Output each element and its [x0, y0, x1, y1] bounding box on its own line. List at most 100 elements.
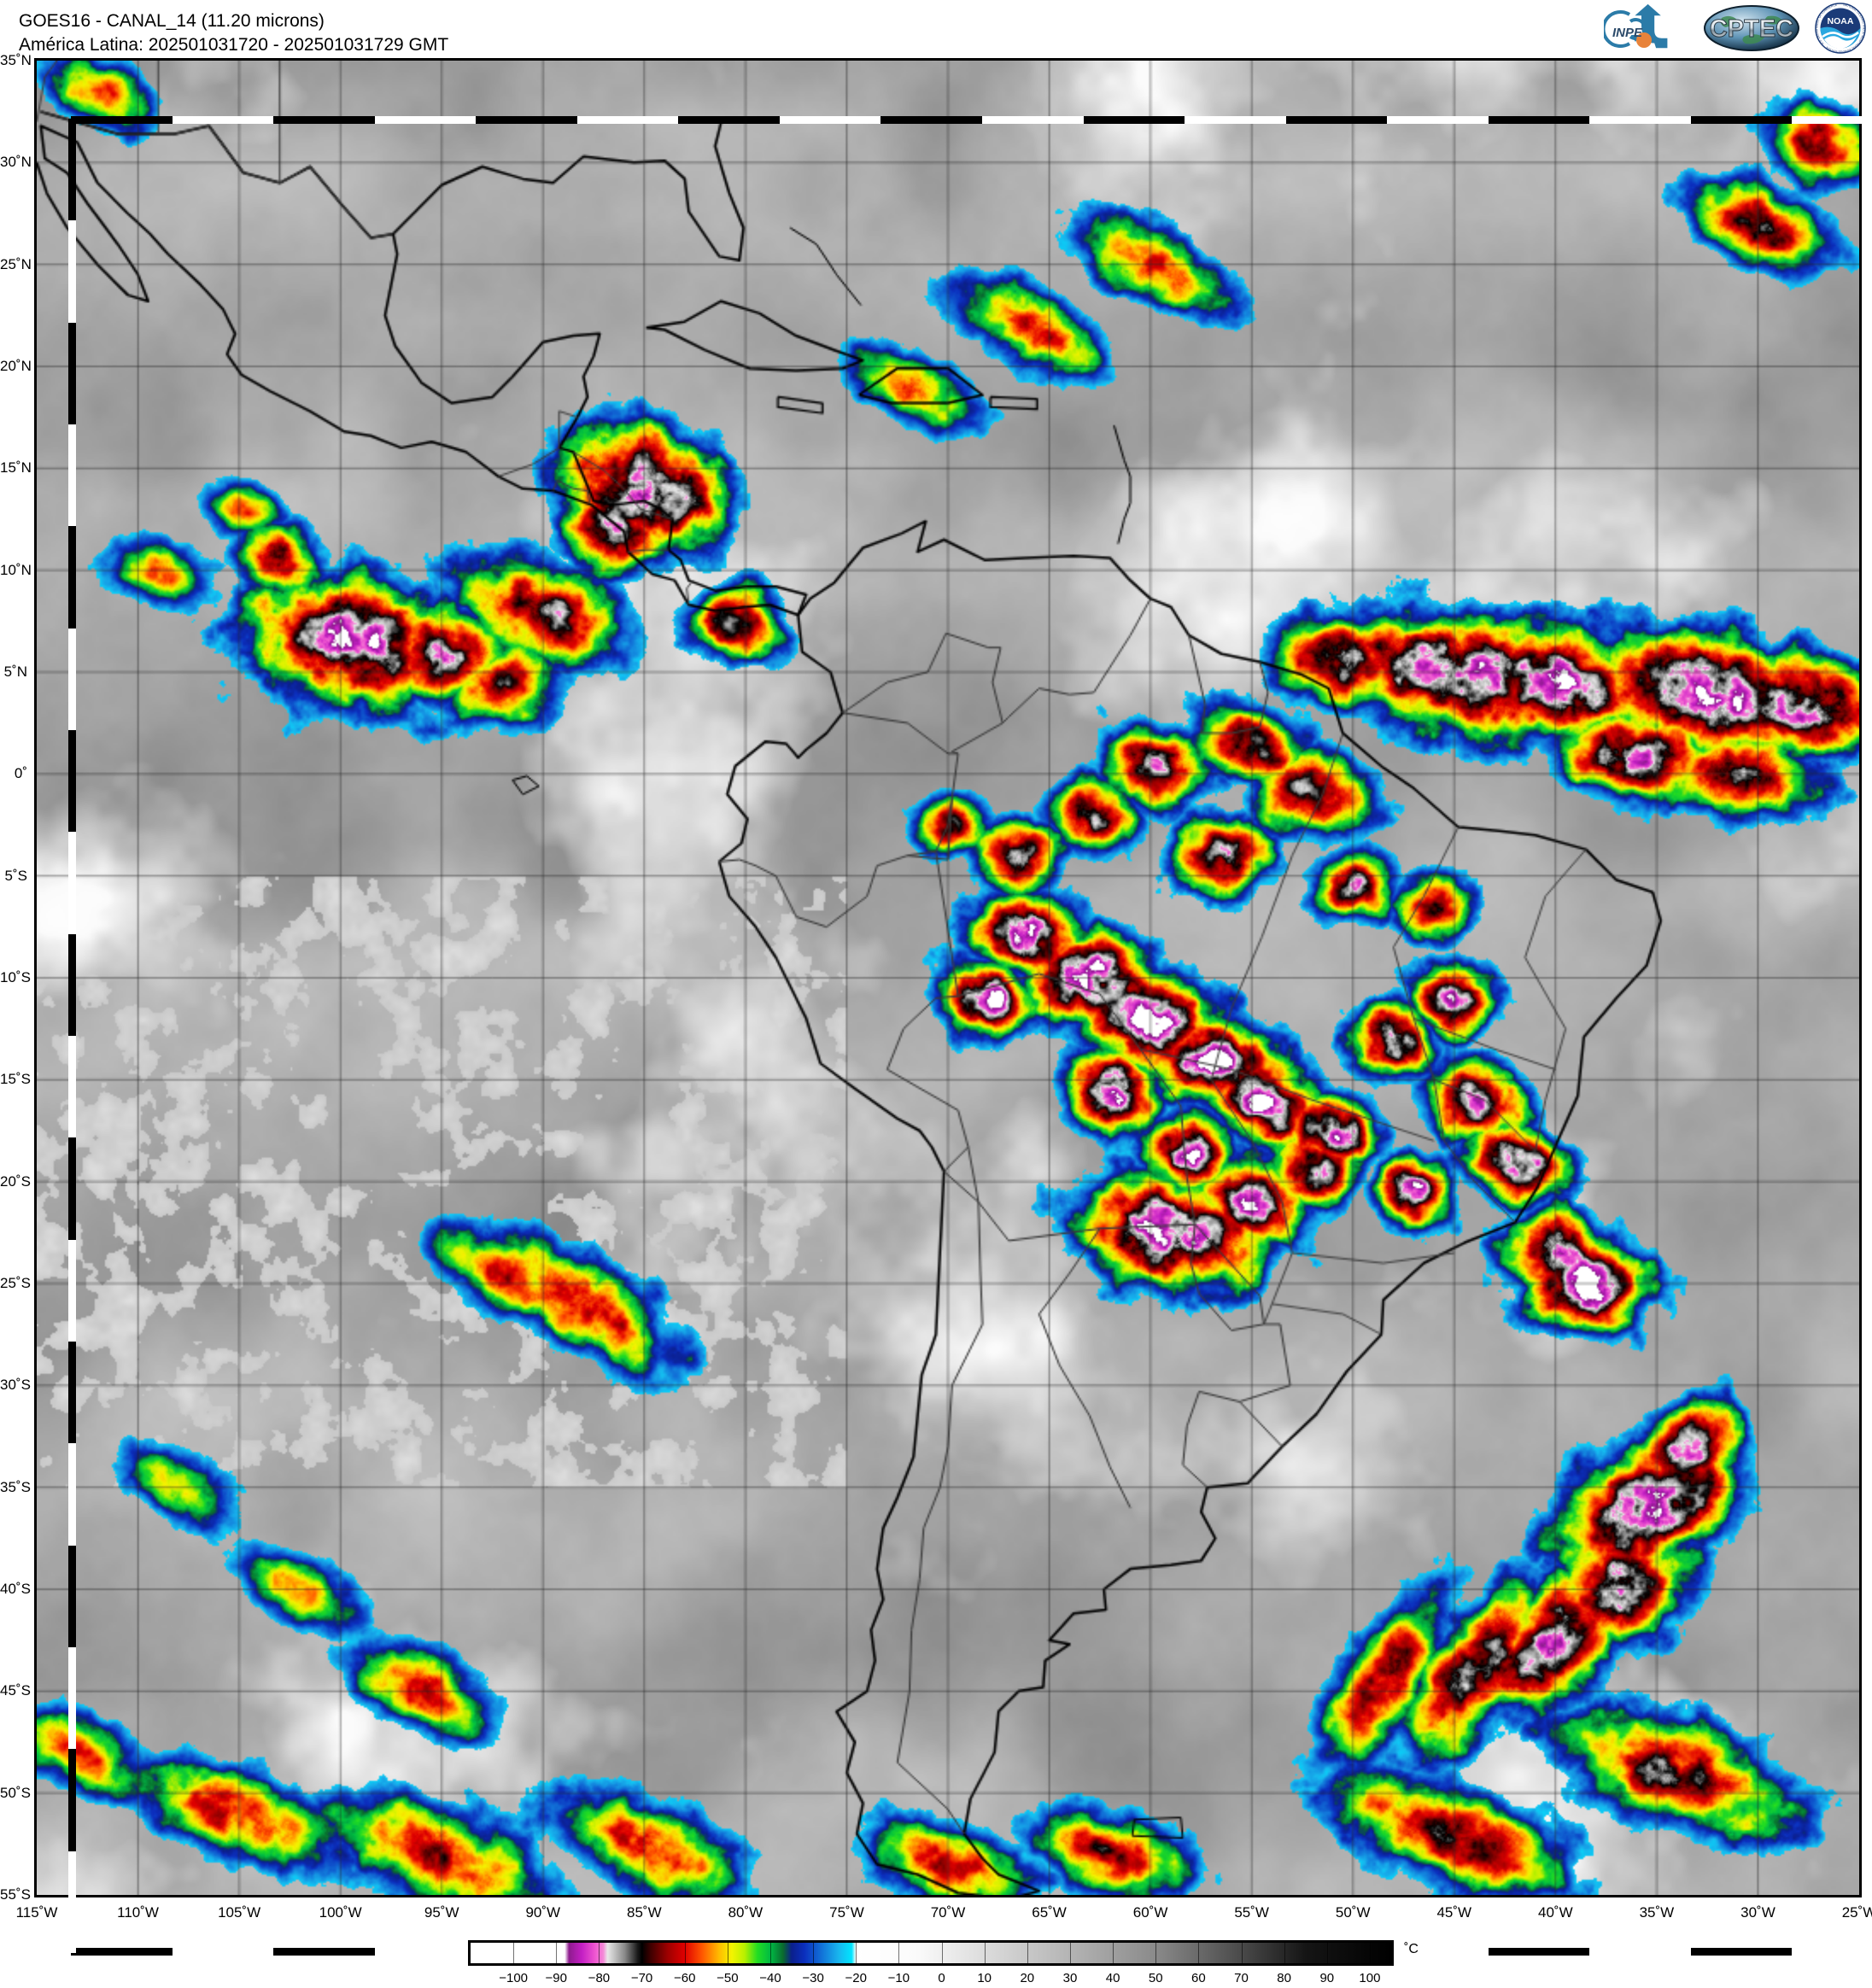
lat-tick-label: 35˚N — [0, 52, 32, 68]
map-frame — [34, 58, 1862, 1897]
colorbar-tick — [1113, 1943, 1114, 1963]
lat-tick-label: 30˚N — [0, 154, 32, 171]
colorbar-tick-label: −20 — [845, 1971, 867, 1985]
lon-tick-label: 95˚W — [424, 1904, 459, 1921]
colorbar-tick — [1027, 1943, 1028, 1963]
colorbar-tick — [1369, 1943, 1371, 1963]
colorbar-tick-label: −30 — [802, 1971, 824, 1985]
lon-tick-label: 60˚W — [1132, 1904, 1168, 1921]
colorbar-tick — [769, 1943, 771, 1963]
colorbar-tick — [513, 1943, 515, 1963]
lon-tick-label: 55˚W — [1234, 1904, 1269, 1921]
page-subtitle: América Latina: 202501031720 - 202501031… — [19, 35, 449, 56]
lat-tick-label: 10˚N — [0, 561, 32, 578]
colorbar-tick-label: −90 — [545, 1971, 567, 1985]
lon-tick-label: 90˚W — [525, 1904, 561, 1921]
inpe-logo-text: INPE — [1612, 26, 1643, 40]
cptec-logo-text: CPTEC — [1710, 15, 1793, 43]
lon-tick-label: 70˚W — [930, 1904, 966, 1921]
cptec-logo: CPTEC — [1701, 3, 1802, 54]
noaa-logo-text: NOAA — [1828, 16, 1854, 26]
colorbar-tick — [984, 1943, 986, 1963]
colorbar-tick-label: 30 — [1062, 1971, 1078, 1985]
colorbar-tick-label: 100 — [1359, 1971, 1381, 1985]
lon-tick-label: 30˚W — [1740, 1904, 1775, 1921]
colorbar-tick — [813, 1943, 815, 1963]
colorbar-tick-label: −60 — [673, 1971, 696, 1985]
colorbar-tick — [941, 1943, 943, 1963]
lat-tick-label: 50˚S — [0, 1784, 31, 1801]
colorbar-tick-label: −70 — [630, 1971, 653, 1985]
lat-tick-label: 15˚N — [0, 459, 32, 477]
temperature-colorbar[interactable] — [468, 1940, 1394, 1966]
lat-tick-label: 25˚N — [0, 255, 32, 272]
colorbar-tick-label: 20 — [1020, 1971, 1035, 1985]
lat-tick-label: 10˚S — [0, 969, 31, 985]
lon-tick-label: 50˚W — [1335, 1904, 1371, 1921]
colorbar-tick-label: 90 — [1319, 1971, 1335, 1985]
noaa-logo: NOAA NATIONAL OCEANIC AND ATMOSPHERIC AD… — [1814, 3, 1867, 54]
colorbar-tick-label: 50 — [1148, 1971, 1163, 1985]
tick-ladder-top — [71, 116, 1872, 124]
lat-tick-label: 45˚S — [0, 1682, 31, 1699]
lat-tick-label: 30˚S — [0, 1377, 31, 1394]
colorbar-tick — [898, 1943, 900, 1963]
colorbar-unit-label: ˚C — [1404, 1942, 1419, 1956]
lat-tick-label: 40˚S — [0, 1581, 31, 1597]
lon-tick-label: 80˚W — [728, 1904, 763, 1921]
colorbar-gradient — [471, 1943, 1391, 1963]
lat-tick-label: 20˚N — [0, 358, 32, 374]
lon-tick-label: 25˚W — [1841, 1904, 1872, 1921]
colorbar-tick — [1155, 1943, 1157, 1963]
lat-tick-label: 55˚S — [0, 1886, 31, 1903]
colorbar-tick — [684, 1943, 686, 1963]
lon-tick-label: 100˚W — [319, 1904, 362, 1921]
colorbar-tick-label: −10 — [887, 1971, 910, 1985]
colorbar-tick — [599, 1943, 600, 1963]
colorbar-tick — [1069, 1943, 1071, 1963]
lon-tick-label: 75˚W — [829, 1904, 864, 1921]
colorbar-tick-label: 10 — [977, 1971, 992, 1985]
colorbar-tick — [641, 1943, 643, 1963]
colorbar-tick — [1284, 1943, 1285, 1963]
satellite-map[interactable] — [34, 58, 1872, 1956]
lon-tick-label: 115˚W — [15, 1904, 58, 1921]
lon-tick-label: 110˚W — [117, 1904, 159, 1921]
inpe-logo-dot — [1636, 32, 1652, 48]
lon-tick-label: 105˚W — [218, 1904, 261, 1921]
inpe-logo: INPE — [1601, 3, 1689, 54]
lat-tick-label: 35˚S — [0, 1478, 31, 1495]
lat-tick-label: 15˚S — [0, 1071, 31, 1088]
lat-tick-label: 0˚ — [14, 765, 27, 782]
lat-tick-label: 25˚S — [0, 1275, 31, 1291]
colorbar-tick-label: −80 — [588, 1971, 611, 1985]
page-title: GOES16 - CANAL_14 (11.20 microns) — [19, 11, 325, 31]
lat-tick-label: 20˚S — [0, 1172, 31, 1190]
colorbar-tick — [1198, 1943, 1200, 1963]
colorbar-tick — [1241, 1943, 1243, 1963]
lon-tick-label: 40˚W — [1538, 1904, 1573, 1921]
colorbar-tick-label: 70 — [1234, 1971, 1249, 1985]
colorbar-tick-label: 60 — [1191, 1971, 1206, 1985]
lon-tick-label: 35˚W — [1639, 1904, 1675, 1921]
lon-tick-label: 65˚W — [1032, 1904, 1067, 1921]
colorbar-tick-label: 0 — [938, 1971, 945, 1985]
title-block: GOES16 - CANAL_14 (11.20 microns) Améric… — [19, 9, 448, 57]
lat-tick-label: 5˚N — [3, 664, 27, 680]
satellite-image — [37, 61, 1859, 1895]
colorbar-tick-label: 80 — [1277, 1971, 1291, 1985]
colorbar-tick — [1326, 1943, 1328, 1963]
colorbar-tick-label: −40 — [759, 1971, 781, 1985]
colorbar-tick-label: −100 — [499, 1971, 529, 1985]
header-bar: GOES16 - CANAL_14 (11.20 microns) Améric… — [0, 0, 1872, 56]
colorbar-tick — [856, 1943, 857, 1963]
colorbar-tick — [556, 1943, 558, 1963]
colorbar-tick-label: 40 — [1105, 1971, 1120, 1985]
tick-ladder-left — [68, 119, 76, 1953]
lat-tick-label: 5˚S — [4, 867, 27, 884]
lon-tick-label: 85˚W — [627, 1904, 662, 1921]
logo-group: INPE — [1601, 2, 1867, 55]
colorbar-track — [468, 1940, 1394, 1966]
lon-tick-label: 45˚W — [1436, 1904, 1472, 1921]
colorbar-tick-label: −50 — [717, 1971, 739, 1985]
